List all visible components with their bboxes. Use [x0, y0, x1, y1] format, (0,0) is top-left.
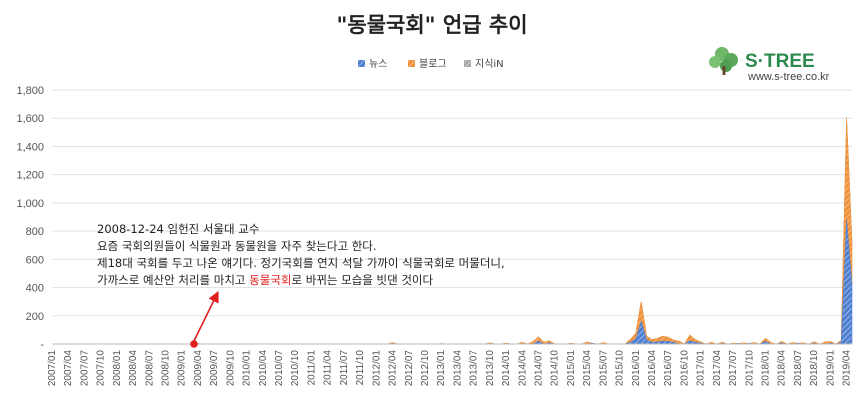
- x-tick-label: 2011/07: [339, 350, 350, 386]
- x-tick-label: 2019/01: [825, 350, 836, 387]
- annotation-line-4-tail: 로 바뀌는 모습을 빗댄 것이다: [292, 273, 434, 287]
- x-tick-label: 2018/04: [777, 350, 788, 387]
- x-tick-label: 2018/07: [793, 350, 804, 387]
- annotation-arrow: [193, 290, 219, 342]
- x-tick-label: 2011/04: [323, 350, 334, 386]
- x-tick-label: 2007/01: [47, 350, 58, 387]
- x-tick-label: 2013/04: [452, 350, 463, 387]
- brand-logo: S·TREE www.s-tree.co.kr: [709, 47, 830, 83]
- x-tick-label: 2008/10: [161, 350, 172, 387]
- x-tick-label: 2017/10: [744, 350, 755, 387]
- x-tick-label: 2008/04: [128, 350, 139, 387]
- x-tick-label: 2009/10: [225, 350, 236, 387]
- gridlines: [52, 89, 852, 345]
- x-tick-label: 2012/07: [404, 350, 415, 387]
- y-tick-label: 600: [26, 254, 44, 266]
- x-tick-label: 2017/07: [728, 350, 739, 387]
- x-tick-label: 2016/04: [647, 350, 658, 387]
- x-tick-label: 2011/01: [306, 350, 317, 386]
- annotation-line-2: 요즘 국회의원들이 식물원과 동물원을 자주 찾는다고 한다.: [97, 239, 377, 253]
- x-tick-label: 2014/01: [501, 350, 512, 387]
- x-tick-label: 2017/01: [696, 350, 707, 387]
- y-tick-label: 1,800: [16, 85, 44, 97]
- annotation-line-3: 제18대 국회를 두고 나온 얘기다. 정기국회를 연지 석달 가까이 식물국회…: [97, 256, 505, 270]
- legend-label-blog: 블로그: [419, 58, 447, 70]
- legend: 뉴스 블로그 지식iN: [358, 58, 504, 70]
- legend-swatch-kin: [464, 60, 471, 67]
- x-tick-label: 2007/10: [96, 350, 107, 387]
- x-tick-label: 2007/04: [63, 350, 74, 387]
- y-tick-label: 800: [26, 226, 44, 238]
- chart-title: "동물국회" 언급 추이: [336, 13, 527, 37]
- annotation-highlight: 동물국회: [249, 273, 291, 287]
- x-tick-label: 2015/01: [566, 350, 577, 387]
- legend-swatch-news: [358, 60, 365, 67]
- x-tick-label: 2012/01: [371, 350, 382, 387]
- y-tick-label: 1,600: [16, 113, 44, 125]
- x-tick-label: 2018/10: [809, 350, 820, 387]
- y-axis: - 200 400 600 800 1,000 1,200 1,400 1,600 1,800: [16, 85, 44, 351]
- x-tick-label: 2015/07: [598, 350, 609, 387]
- x-tick-label: 2014/07: [533, 350, 544, 387]
- x-tick-label: 2015/04: [582, 350, 593, 387]
- legend-label-kin: 지식iN: [475, 58, 504, 70]
- x-tick-label: 2016/10: [679, 350, 690, 387]
- x-tick-label: 2011/10: [355, 350, 366, 386]
- x-tick-label: 2010/04: [258, 350, 269, 387]
- x-tick-label: 2013/07: [469, 350, 480, 387]
- x-tick-label: 2018/01: [761, 350, 772, 387]
- annotation: 2008-12-24 임헌진 서울대 교수 요즘 국회의원들이 식물원과 동물원…: [97, 222, 505, 348]
- annotation-marker: [190, 340, 198, 348]
- x-tick-label: 2014/10: [550, 350, 561, 387]
- y-tick-label: 400: [26, 283, 44, 295]
- x-tick-label: 2017/04: [712, 350, 723, 387]
- x-tick-label: 2015/10: [615, 350, 626, 387]
- x-tick-label: 2012/10: [420, 350, 431, 387]
- annotation-line-4-text: 가까스로 예산안 처리를 마치고: [97, 273, 249, 287]
- x-tick-label: 2008/01: [112, 350, 123, 387]
- annotation-line-4: 가까스로 예산안 처리를 마치고 동물국회로 바뀌는 모습을 빗댄 것이다: [97, 273, 434, 287]
- y-tick-label: 1,400: [16, 141, 44, 153]
- x-tick-label: 2009/01: [177, 350, 188, 387]
- x-tick-label: 2012/04: [388, 350, 399, 387]
- legend-swatch-blog: [408, 60, 415, 67]
- x-tick-label: 2016/01: [631, 350, 642, 387]
- annotation-line-1: 2008-12-24 임헌진 서울대 교수: [97, 222, 259, 236]
- x-tick-label: 2010/01: [242, 350, 253, 387]
- y-tick-label: 1,000: [16, 198, 44, 210]
- x-tick-label: 2008/07: [144, 350, 155, 387]
- y-tick-label: -: [40, 339, 44, 351]
- x-tick-label: 2013/01: [436, 350, 447, 387]
- x-tick-label: 2014/04: [517, 350, 528, 387]
- x-tick-label: 2016/07: [663, 350, 674, 387]
- y-tick-label: 1,200: [16, 170, 44, 182]
- x-axis: 2007/01 2007/04 2007/07 2007/10 2008/01 2008/…: [47, 343, 853, 387]
- x-tick-label: 2013/10: [485, 350, 496, 387]
- x-tick-label: 2010/07: [274, 350, 285, 387]
- x-tick-label: 2007/07: [79, 350, 90, 387]
- y-tick-label: 200: [26, 311, 44, 323]
- x-tick-label: 2010/10: [290, 350, 301, 387]
- x-tick-label: 2019/04: [842, 350, 853, 387]
- legend-label-news: 뉴스: [369, 58, 387, 70]
- brand-name: S·TREE: [745, 51, 815, 72]
- brand-url: www.s-tree.co.kr: [747, 71, 830, 83]
- tree-icon: [709, 47, 738, 75]
- x-tick-label: 2009/04: [193, 350, 204, 387]
- x-tick-label: 2009/07: [209, 350, 220, 387]
